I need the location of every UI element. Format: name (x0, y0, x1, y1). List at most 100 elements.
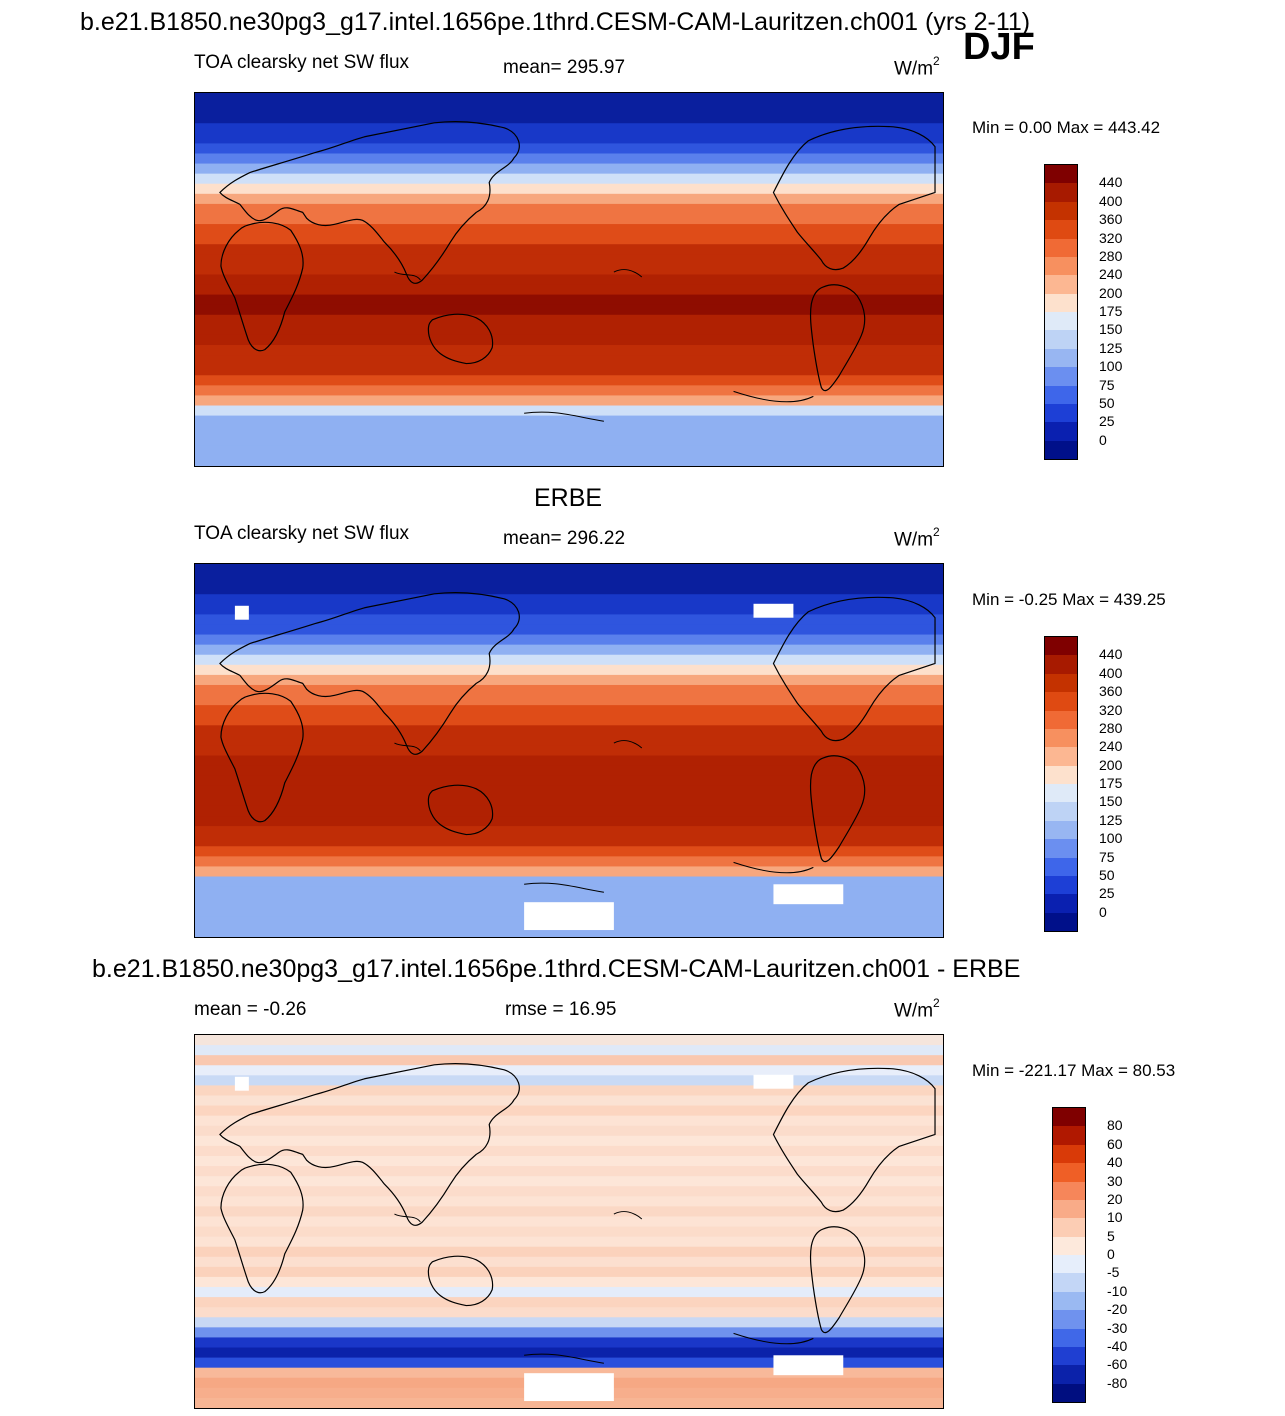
colorbar-swatch (1053, 1163, 1085, 1182)
map-latitude-band (195, 684, 943, 697)
map-latitude-band (195, 254, 943, 266)
map-latitude-band (195, 805, 943, 818)
colorbar-swatch (1053, 1328, 1085, 1347)
map-latitude-band (195, 445, 943, 457)
map-latitude-band (195, 765, 943, 777)
map-latitude-band (195, 224, 943, 236)
colorbar-swatch (1045, 220, 1077, 239)
map-latitude-band (195, 715, 943, 727)
map-latitude-band (195, 405, 943, 417)
colorbar-swatch (1045, 637, 1077, 656)
map-latitude-band (195, 1145, 943, 1157)
colorbar-tick-label: 25 (1099, 885, 1115, 902)
map-latitude-band (195, 735, 943, 747)
colorbar-swatch (1053, 1273, 1085, 1292)
map-latitude-band (195, 836, 943, 848)
colorbar-tick-label: 125 (1099, 811, 1123, 828)
colorbar-tick-label: 40 (1107, 1154, 1123, 1171)
colorbar-swatch (1053, 1291, 1085, 1311)
map-latitude-band (195, 785, 943, 797)
colorbar-tick-label: 100 (1099, 358, 1123, 375)
colorbar-swatch (1045, 820, 1077, 840)
colorbar-swatch (1045, 673, 1077, 693)
missing-data-patch (773, 884, 844, 905)
missing-data-patch (753, 603, 794, 618)
colorbar-swatch (1045, 839, 1077, 858)
colorbar-swatch (1053, 1218, 1085, 1237)
map-latitude-band (195, 846, 943, 858)
map-latitude-band (195, 1337, 943, 1349)
map-latitude-band (195, 1236, 943, 1248)
panel-diff-map (194, 1034, 944, 1409)
map-latitude-band (195, 795, 943, 807)
panel-model-units: W/m2 (894, 54, 940, 80)
map-latitude-band (195, 193, 943, 205)
island-coastlines (394, 1211, 814, 1364)
colorbar-swatch (1045, 348, 1077, 368)
missing-data-patch (524, 1373, 614, 1402)
panel-diff-header: b.e21.B1850.ne30pg3_g17.intel.1656pe.1th… (92, 955, 1021, 983)
colorbar-swatch (1045, 655, 1077, 674)
colorbar-swatch (1045, 728, 1077, 748)
map-latitude-band (195, 745, 943, 757)
panel-diff-colorbar (1052, 1107, 1086, 1403)
colorbar-swatch (1045, 238, 1077, 257)
map-latitude-band (195, 153, 943, 165)
map-latitude-band (195, 1307, 943, 1319)
colorbar-tick-label: 20 (1107, 1190, 1123, 1207)
colorbar-swatch (1053, 1144, 1085, 1164)
map-latitude-band (195, 385, 943, 397)
colorbar-swatch (1053, 1236, 1085, 1255)
panel-obs-map-canvas (195, 564, 943, 937)
map-latitude-band (195, 314, 943, 326)
map-latitude-band (195, 143, 943, 155)
map-latitude-band (195, 1297, 943, 1309)
colorbar-tick-label: -30 (1107, 1319, 1128, 1336)
map-latitude-band (195, 1327, 943, 1339)
colorbar-tick-label: -5 (1107, 1264, 1120, 1281)
panel-obs-header: ERBE (534, 484, 603, 512)
panel-model-minmax: Min = 0.00 Max = 443.42 (972, 118, 1161, 137)
panel-diff-minmax: Min = -221.17 Max = 80.53 (972, 1061, 1176, 1080)
map-latitude-band (195, 1135, 943, 1147)
colorbar-tick-label: 75 (1099, 848, 1115, 865)
map-latitude-band (195, 1256, 943, 1268)
colorbar-tick-label: 320 (1099, 229, 1123, 246)
colorbar-swatch (1045, 692, 1077, 711)
map-latitude-band (195, 203, 943, 215)
map-latitude-band (195, 594, 943, 606)
colorbar-tick-label: 0 (1099, 431, 1107, 448)
colorbar-swatch (1053, 1181, 1085, 1200)
colorbar-tick-label: 0 (1107, 1246, 1115, 1262)
map-latitude-band (195, 886, 943, 898)
colorbar-swatch (1045, 422, 1077, 441)
map-latitude-band (195, 604, 943, 616)
colorbar-tick-label: 440 (1099, 646, 1123, 663)
colorbar-swatch (1045, 894, 1077, 913)
panel-diff-mean-label: mean = -0.26 (194, 999, 307, 1020)
map-latitude-band (195, 1085, 943, 1097)
map-latitude-band (195, 1397, 943, 1408)
panel-model-colorbar (1044, 164, 1078, 460)
map-latitude-band (195, 375, 943, 387)
colorbar-swatch (1045, 312, 1077, 331)
map-latitude-band (195, 304, 943, 316)
map-latitude-band (195, 1317, 943, 1329)
colorbar-tick-label: 100 (1099, 830, 1123, 847)
colorbar-tick-label: 80 (1107, 1117, 1123, 1134)
panel-model-variable-label: TOA clearsky net SW flux (194, 52, 410, 73)
colorbar-tick-label: 0 (1099, 903, 1107, 920)
figure-title: b.e21.B1850.ne30pg3_g17.intel.1656pe.1th… (80, 8, 1031, 36)
panel-obs-map (194, 563, 944, 938)
map-latitude-band (195, 644, 943, 656)
map-latitude-band (195, 113, 943, 125)
colorbar-tick-label: 280 (1099, 719, 1123, 736)
map-latitude-band (195, 425, 943, 437)
map-latitude-band (195, 1055, 943, 1067)
colorbar-swatch (1045, 784, 1077, 803)
colorbar-tick-label: 5 (1107, 1227, 1115, 1244)
map-latitude-band (195, 1287, 943, 1299)
map-latitude-band (195, 133, 943, 145)
map-latitude-band (195, 1206, 943, 1218)
map-latitude-band (195, 274, 943, 286)
